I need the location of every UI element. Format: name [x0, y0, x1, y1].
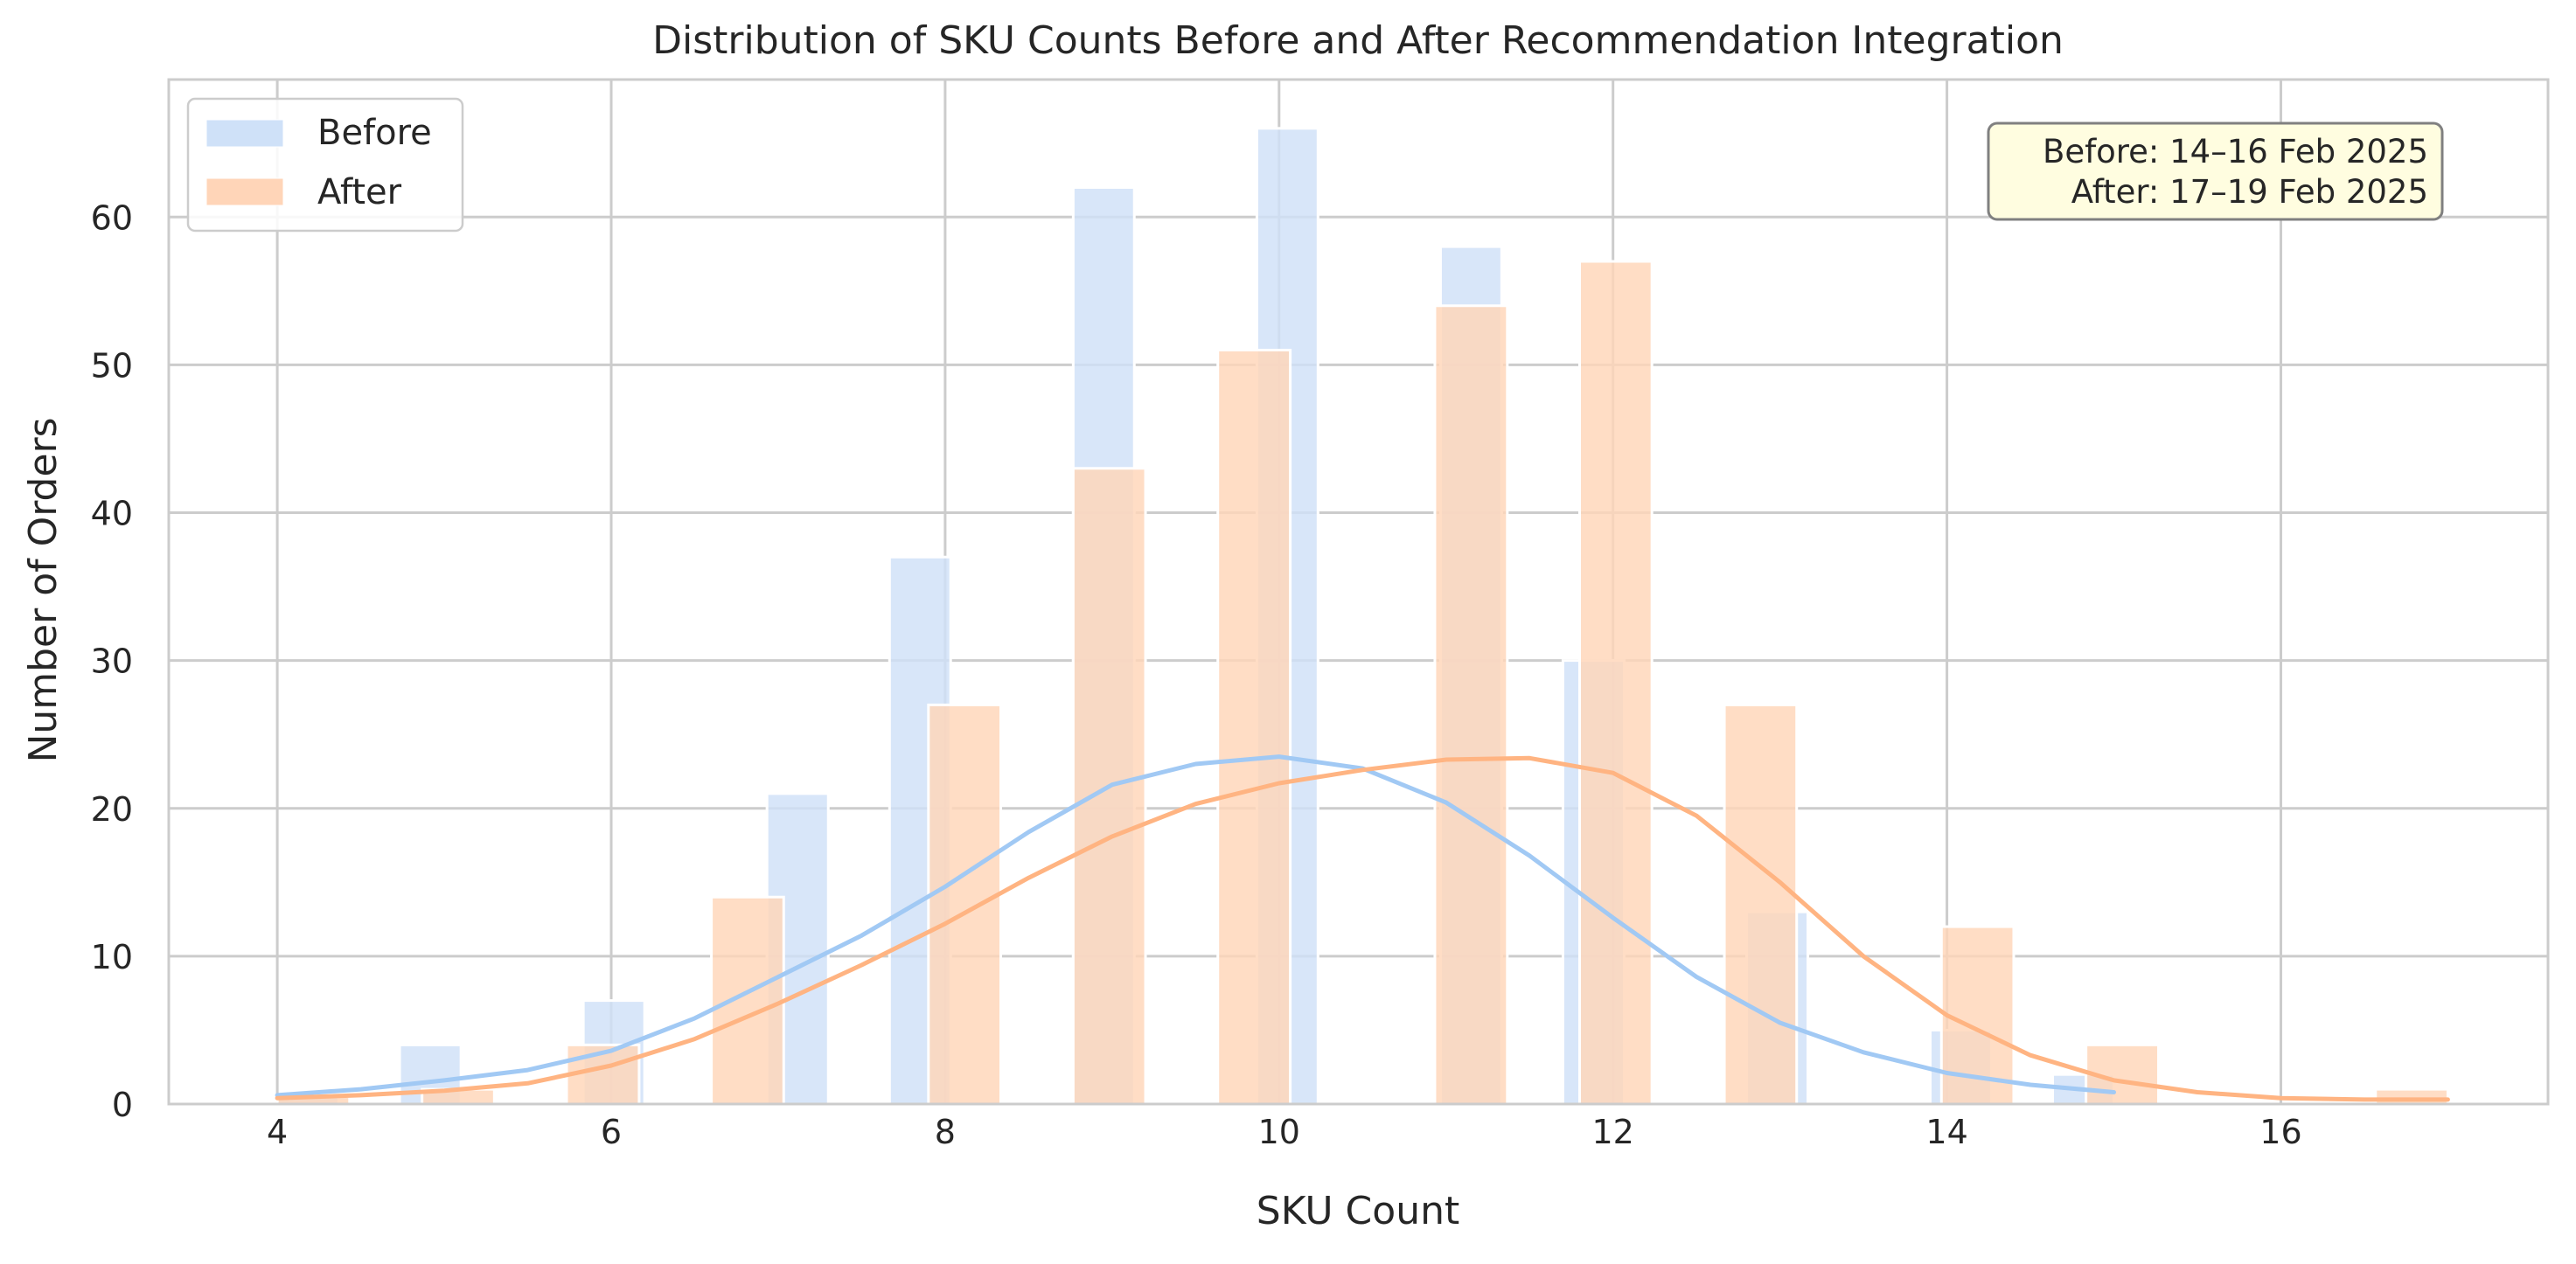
- chart-title: Distribution of SKU Counts Before and Af…: [652, 18, 2064, 63]
- x-tick-label: 14: [1925, 1113, 1967, 1151]
- legend-swatch-after: [205, 177, 284, 206]
- x-tick-label: 16: [2259, 1113, 2301, 1151]
- histogram-bar-after: [710, 895, 785, 1106]
- legend-label-after: After: [317, 172, 402, 212]
- annotation-line-before: Before: 14–16 Feb 2025: [2043, 133, 2428, 170]
- y-tick-label: 30: [91, 642, 133, 681]
- x-tick-label: 10: [1258, 1113, 1300, 1151]
- annotation-line-after: After: 17–19 Feb 2025: [2071, 173, 2428, 211]
- histogram-bar-after: [1433, 304, 1509, 1106]
- y-tick-label: 10: [91, 938, 133, 976]
- x-axis-label: SKU Count: [1257, 1189, 1459, 1233]
- tick-label-layer: 4 6 8 10 12 14 16 0 10 20 30 40 50 60: [91, 198, 2302, 1151]
- histogram-bar-after: [1578, 260, 1654, 1106]
- y-tick-label: 50: [91, 346, 133, 385]
- y-axis-label: Number of Orders: [21, 417, 66, 762]
- kde-layer: [275, 754, 2450, 1102]
- histogram-bar-after: [927, 703, 1002, 1106]
- legend-swatch-before: [205, 119, 284, 148]
- x-tick-label: 12: [1592, 1113, 1634, 1151]
- legend-label-before: Before: [317, 113, 432, 153]
- histogram-bar-after: [1216, 348, 1292, 1106]
- x-tick-label: 8: [935, 1113, 956, 1151]
- annotation-box: [1987, 122, 2444, 221]
- plot-frame: [167, 78, 2550, 1106]
- x-tick-label: 6: [601, 1113, 622, 1151]
- y-tick-label: 20: [91, 790, 133, 829]
- histogram-bar-after: [1723, 703, 1799, 1106]
- date-annotation: Before: 14–16 Feb 2025 After: 17–19 Feb …: [1987, 122, 2444, 221]
- y-tick-label: 0: [112, 1086, 133, 1124]
- x-tick-label: 4: [267, 1113, 288, 1151]
- y-tick-label: 40: [91, 495, 133, 533]
- kde-curve-after: [275, 755, 2450, 1102]
- y-tick-label: 60: [91, 198, 133, 237]
- histogram-bar-after: [2374, 1087, 2449, 1106]
- legend: Before After: [186, 97, 464, 233]
- kde-curve-before: [275, 754, 2116, 1098]
